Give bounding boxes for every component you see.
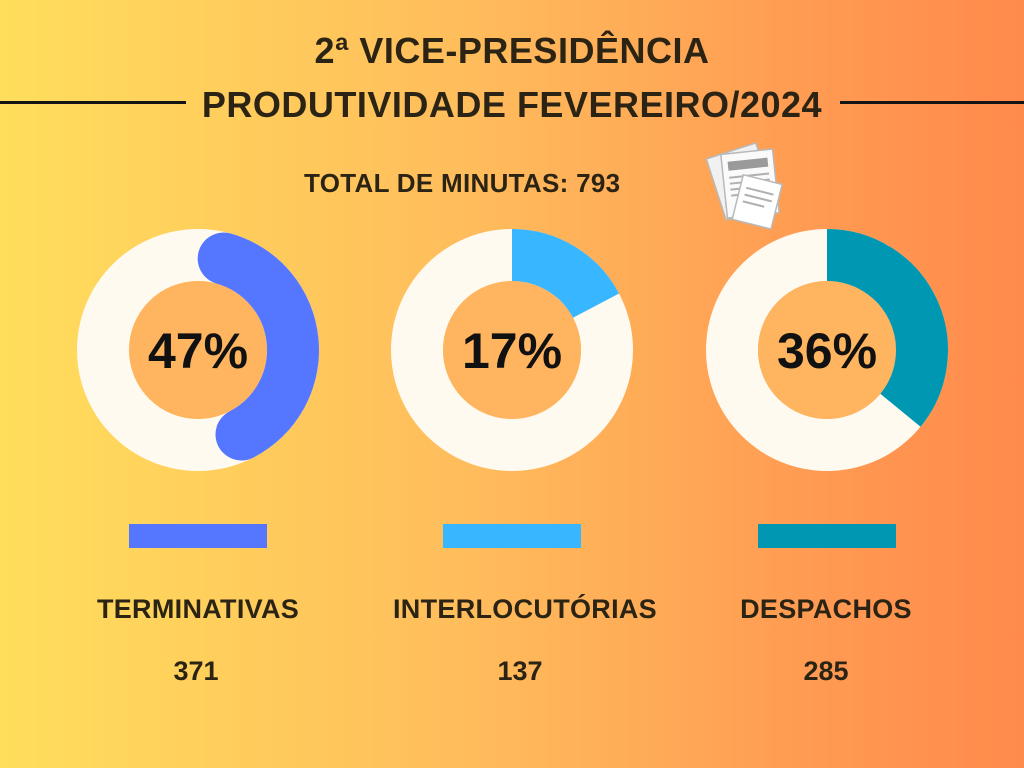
category-value-despachos: 285 <box>803 656 849 686</box>
percent-label-interlocutorias: 17% <box>461 323 563 379</box>
page-subtitle: PRODUTIVIDADE FEVEREIRO/2024 <box>201 84 823 125</box>
donut-despachos <box>706 229 948 471</box>
percent-label-despachos: 36% <box>776 323 878 379</box>
category-value-terminativas: 371 <box>173 656 219 686</box>
donut-slice-terminativas <box>197 232 319 461</box>
donut-terminativas <box>77 229 319 471</box>
category-label-terminativas: TERMINATIVAS <box>96 594 300 624</box>
donut-hole-interlocutorias <box>443 281 581 419</box>
category-label-interlocutorias: INTERLOCUTÓRIAS <box>393 594 657 624</box>
donut-interlocutorias <box>391 229 633 471</box>
donut-hole-despachos <box>758 281 896 419</box>
legend-swatch-interlocutorias <box>443 524 581 548</box>
title-rule-right <box>840 101 1024 104</box>
documents-icon <box>705 142 784 230</box>
legend-swatch-despachos <box>758 524 896 548</box>
donut-hole-terminativas <box>129 281 267 419</box>
title-rule-left <box>0 101 186 104</box>
percent-label-terminativas: 47% <box>147 323 249 379</box>
donut-slice-despachos <box>826 229 948 427</box>
page-title: 2ª VICE-PRESIDÊNCIA <box>314 30 710 71</box>
total-minutas: TOTAL DE MINUTAS: 793 <box>304 168 621 198</box>
legend-swatch-terminativas <box>129 524 267 548</box>
category-label-despachos: DESPACHOS <box>740 594 912 624</box>
donut-slice-interlocutorias <box>511 229 620 319</box>
category-value-interlocutorias: 137 <box>497 656 543 686</box>
